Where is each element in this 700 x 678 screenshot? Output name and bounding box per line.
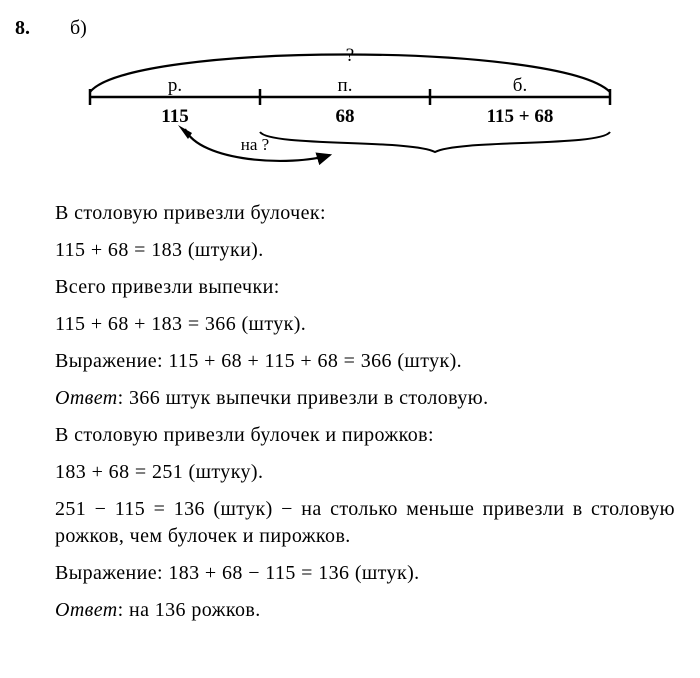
answer-text-1: : 366 штук выпечки привезли в столовую. <box>118 387 489 409</box>
diagram-arrow-label: на ? <box>241 135 269 154</box>
answer-text-2: : на 136 рожков. <box>118 599 261 621</box>
diagram-seg2-top: п. <box>338 75 353 96</box>
diagram-seg2-bottom: 68 <box>336 106 355 127</box>
answer-label-1: Ответ <box>55 387 118 409</box>
answer-label-2: Ответ <box>55 599 118 621</box>
problem-subpart: б) <box>70 17 87 39</box>
line-5: Выражение: 115 + 68 + 115 + 68 = 366 (шт… <box>55 348 675 375</box>
line-8: 183 + 68 = 251 (штуку). <box>55 459 675 486</box>
line-11: Ответ: на 136 рожков. <box>55 597 675 624</box>
line-2: 115 + 68 = 183 (штуки). <box>55 237 675 264</box>
line-1: В столовую привезли булочек: <box>55 200 675 227</box>
line-4: 115 + 68 + 183 = 366 (штук). <box>55 311 675 338</box>
diagram-seg1-bottom: 115 <box>161 106 188 127</box>
problem-number: 8. <box>15 15 30 42</box>
line-9: 251 − 115 = 136 (штук) − на столько мень… <box>55 496 675 550</box>
diagram-seg3-top: б. <box>513 75 527 96</box>
line-3: Всего привезли выпечки: <box>55 274 675 301</box>
diagram-seg1-top: р. <box>168 75 182 96</box>
diagram-seg3-bottom: 115 + 68 <box>487 106 554 127</box>
line-6: Ответ: 366 штук выпечки привезли в столо… <box>55 385 675 412</box>
line-10: Выражение: 183 + 68 − 115 = 136 (штук). <box>55 560 675 587</box>
segment-diagram: ? р. п. б. 115 68 115 + 68 на ? <box>70 47 675 185</box>
line-7: В столовую привезли булочек и пирожков: <box>55 422 675 449</box>
diagram-question-top: ? <box>346 47 354 66</box>
